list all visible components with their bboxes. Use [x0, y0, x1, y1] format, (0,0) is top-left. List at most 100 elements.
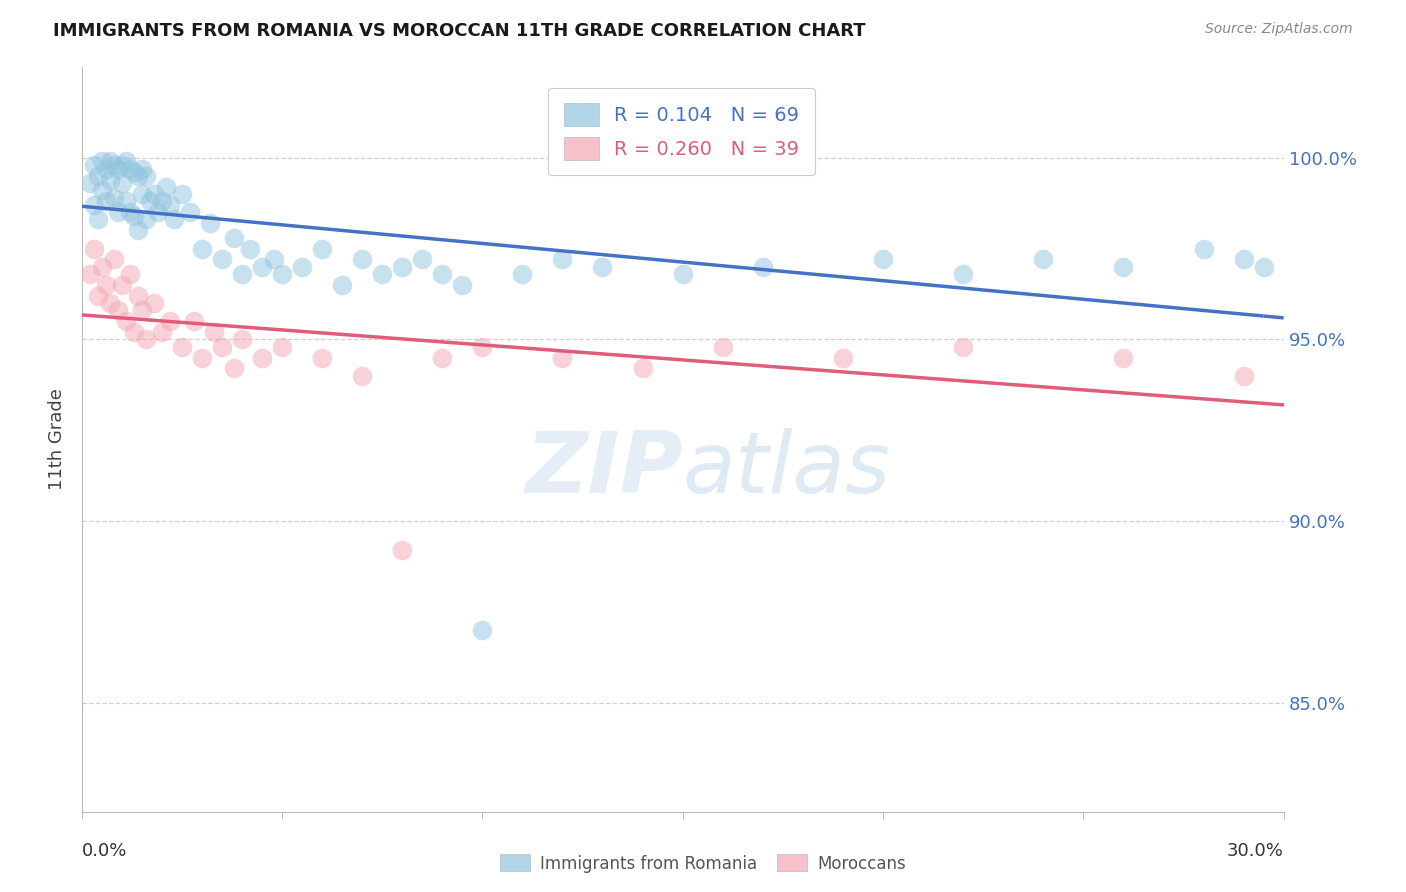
- Point: [592, 260, 614, 274]
- Point: [751, 260, 773, 274]
- Point: [103, 158, 125, 172]
- Point: [631, 361, 654, 376]
- Point: [122, 165, 145, 179]
- Point: [107, 303, 129, 318]
- Point: [94, 194, 117, 209]
- Point: [83, 198, 105, 212]
- Point: [142, 296, 165, 310]
- Point: [114, 194, 136, 209]
- Point: [103, 252, 125, 267]
- Point: [135, 212, 157, 227]
- Text: IMMIGRANTS FROM ROMANIA VS MOROCCAN 11TH GRADE CORRELATION CHART: IMMIGRANTS FROM ROMANIA VS MOROCCAN 11TH…: [53, 22, 866, 40]
- Point: [155, 179, 177, 194]
- Point: [86, 289, 108, 303]
- Point: [79, 267, 101, 281]
- Point: [111, 158, 132, 172]
- Point: [163, 212, 186, 227]
- Point: [98, 172, 121, 186]
- Point: [231, 267, 253, 281]
- Point: [250, 260, 273, 274]
- Point: [270, 340, 294, 354]
- Point: [135, 332, 157, 346]
- Point: [127, 289, 149, 303]
- Point: [86, 169, 108, 183]
- Point: [952, 267, 974, 281]
- Point: [471, 623, 494, 637]
- Point: [107, 161, 129, 176]
- Point: [179, 205, 201, 219]
- Point: [952, 340, 974, 354]
- Point: [114, 314, 136, 328]
- Point: [430, 267, 453, 281]
- Point: [159, 314, 181, 328]
- Point: [111, 176, 132, 190]
- Point: [90, 260, 112, 274]
- Point: [222, 230, 245, 244]
- Point: [94, 277, 117, 292]
- Point: [411, 252, 433, 267]
- Point: [250, 351, 273, 365]
- Point: [118, 161, 141, 176]
- Text: Source: ZipAtlas.com: Source: ZipAtlas.com: [1205, 22, 1353, 37]
- Point: [103, 191, 125, 205]
- Point: [471, 340, 494, 354]
- Point: [79, 176, 101, 190]
- Point: [1112, 260, 1135, 274]
- Point: [551, 351, 574, 365]
- Point: [211, 340, 233, 354]
- Point: [211, 252, 233, 267]
- Text: 30.0%: 30.0%: [1227, 841, 1284, 860]
- Point: [430, 351, 453, 365]
- Point: [832, 351, 855, 365]
- Text: atlas: atlas: [683, 427, 890, 510]
- Point: [1253, 260, 1275, 274]
- Point: [111, 277, 132, 292]
- Point: [107, 205, 129, 219]
- Point: [1232, 252, 1256, 267]
- Point: [1232, 368, 1256, 383]
- Point: [118, 205, 141, 219]
- Point: [231, 332, 253, 346]
- Point: [311, 242, 333, 256]
- Point: [291, 260, 314, 274]
- Point: [391, 260, 413, 274]
- Point: [512, 267, 534, 281]
- Point: [263, 252, 285, 267]
- Point: [352, 368, 374, 383]
- Point: [391, 543, 413, 558]
- Point: [138, 194, 160, 209]
- Point: [98, 296, 121, 310]
- Point: [551, 252, 574, 267]
- Point: [150, 194, 173, 209]
- Point: [90, 154, 112, 169]
- Point: [191, 351, 214, 365]
- Legend: Immigrants from Romania, Moroccans: Immigrants from Romania, Moroccans: [494, 847, 912, 880]
- Point: [1192, 242, 1215, 256]
- Point: [239, 242, 262, 256]
- Point: [371, 267, 394, 281]
- Point: [83, 242, 105, 256]
- Point: [114, 154, 136, 169]
- Point: [222, 361, 245, 376]
- Point: [711, 340, 734, 354]
- Point: [118, 267, 141, 281]
- Point: [122, 209, 145, 223]
- Point: [131, 303, 153, 318]
- Point: [198, 216, 221, 230]
- Point: [90, 183, 112, 197]
- Point: [170, 187, 193, 202]
- Point: [122, 325, 145, 339]
- Point: [311, 351, 333, 365]
- Point: [146, 205, 169, 219]
- Point: [1032, 252, 1054, 267]
- Text: ZIP: ZIP: [524, 427, 683, 510]
- Point: [672, 267, 695, 281]
- Point: [131, 161, 153, 176]
- Point: [330, 277, 353, 292]
- Text: 0.0%: 0.0%: [82, 841, 127, 860]
- Point: [872, 252, 894, 267]
- Point: [270, 267, 294, 281]
- Point: [94, 161, 117, 176]
- Point: [202, 325, 225, 339]
- Point: [1112, 351, 1135, 365]
